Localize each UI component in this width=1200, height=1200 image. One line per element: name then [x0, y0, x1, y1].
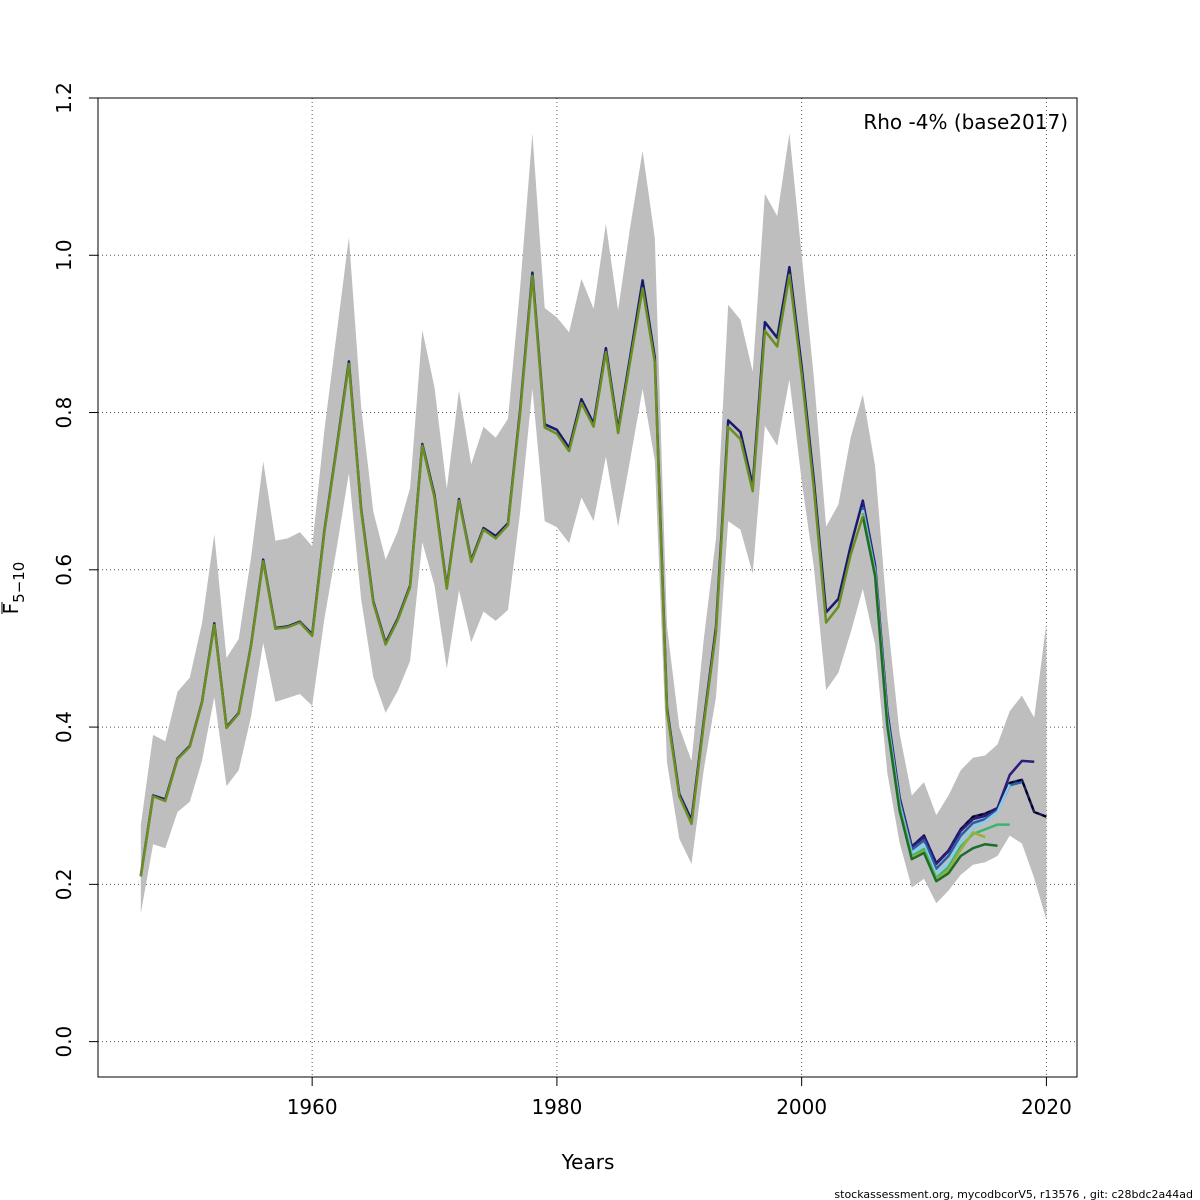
y-tick-label: 0.4	[52, 711, 76, 743]
y-axis-title-subscript: 5−10	[10, 562, 28, 603]
series-line-9	[139, 273, 864, 877]
y-tick-label: 0.0	[52, 1026, 76, 1058]
y-axis-title: F5−10	[0, 562, 28, 615]
footer-credit: stockassessment.org, mycodbcorV5, r13576…	[834, 1188, 1193, 1200]
plot-frame	[97, 97, 1078, 1078]
svg-text:F5−10: F5−10	[0, 562, 28, 615]
x-tick-label: 1960	[287, 1095, 338, 1119]
y-tick-label: 1.2	[52, 82, 76, 114]
x-tick-label: 2000	[776, 1095, 827, 1119]
series-layer	[139, 265, 1047, 883]
x-tick-label: 1980	[531, 1095, 582, 1119]
y-axis-title-main: F	[0, 603, 23, 615]
x-tick-label: 2020	[1021, 1095, 1072, 1119]
y-tick-label: 1.0	[52, 239, 76, 271]
annotation-label: Rho -4% (base2017)	[863, 110, 1068, 134]
x-axis-title: Years	[561, 1150, 615, 1174]
y-tick-label: 0.8	[52, 397, 76, 429]
series-line-8	[861, 516, 998, 883]
axes: 1960 1980 2000 2020 0.0 0.2 0.4 0.6 0.8 1.0 1.2	[52, 82, 1072, 1119]
y-tick-label: 0.6	[52, 554, 76, 586]
y-tick-label: 0.2	[52, 868, 76, 900]
